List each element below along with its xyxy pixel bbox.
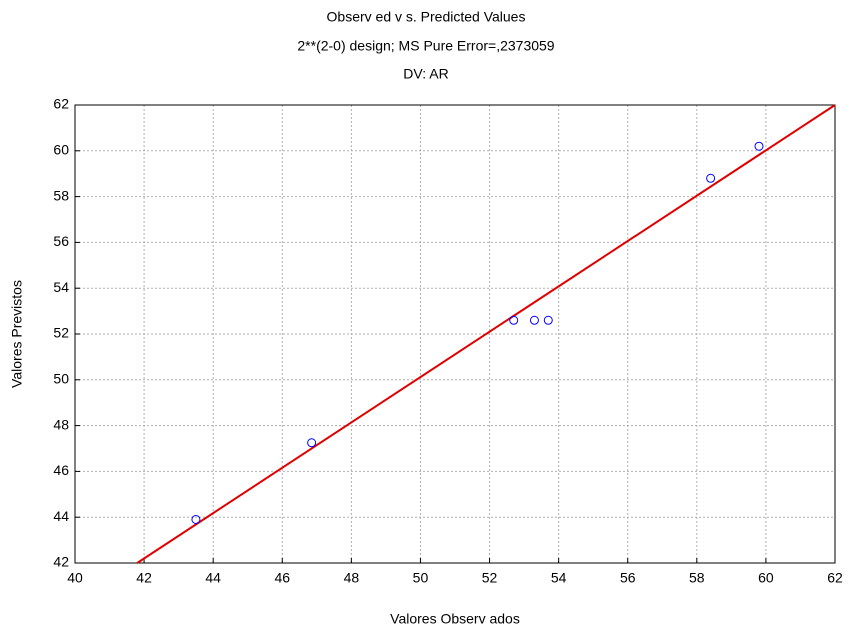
y-tick-label: 56 xyxy=(53,233,69,249)
point xyxy=(307,438,317,448)
x-tick-label: 52 xyxy=(482,570,498,586)
annotation: DV: AR xyxy=(403,66,448,82)
y-axis-label: Valores Previstos xyxy=(9,280,25,388)
y-tick-label: 54 xyxy=(53,279,69,295)
plot-frame xyxy=(74,104,836,564)
point xyxy=(191,514,201,524)
y-tick-label: 48 xyxy=(53,416,69,432)
y-tick-label: 52 xyxy=(53,325,69,341)
x-tick-label: 62 xyxy=(827,570,843,586)
y-tick-label: 62 xyxy=(53,96,69,112)
x-axis-label: Valores Observ ados xyxy=(390,611,520,627)
y-tick-label: 44 xyxy=(53,508,69,524)
point xyxy=(509,315,519,325)
x-tick-label: 48 xyxy=(344,570,360,586)
x-tick-label: 58 xyxy=(689,570,705,586)
y-tick-label: 46 xyxy=(53,462,69,478)
y-tick-label: 50 xyxy=(53,371,69,387)
point xyxy=(543,315,553,325)
y-tick-label: 42 xyxy=(53,554,69,570)
point xyxy=(529,315,539,325)
fit-line xyxy=(136,104,836,564)
x-tick-label: 40 xyxy=(67,570,83,586)
point xyxy=(706,173,716,183)
x-tick-label: 50 xyxy=(413,570,429,586)
x-tick-label: 56 xyxy=(620,570,636,586)
x-tick-label: 44 xyxy=(205,570,221,586)
y-tick-label: 58 xyxy=(53,187,69,203)
x-tick-label: 60 xyxy=(758,570,774,586)
x-tick-label: 42 xyxy=(136,570,152,586)
x-tick-label: 46 xyxy=(274,570,290,586)
chart-subtitle: 2**(2-0) design; MS Pure Error=,2373059 xyxy=(297,38,554,54)
chart-title: Observ ed v s. Predicted Values xyxy=(327,9,526,25)
point xyxy=(754,141,764,151)
y-tick-label: 60 xyxy=(53,142,69,158)
x-tick-label: 54 xyxy=(551,570,567,586)
